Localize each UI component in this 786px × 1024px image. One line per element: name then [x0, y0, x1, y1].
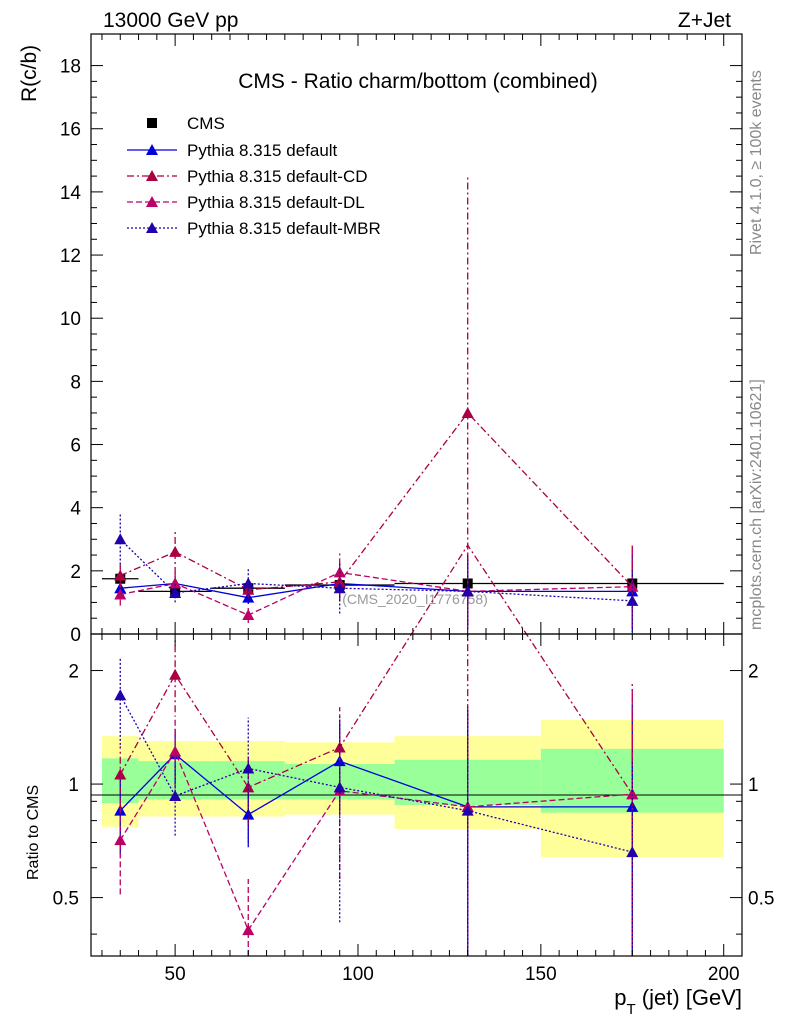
legend-item-1: Pythia 8.315 default-CD — [127, 167, 368, 186]
ratio-x-ticks: 50 100 150 200 — [101, 634, 740, 985]
main-point — [169, 586, 182, 598]
main-panel: 0 2 4 6 8 10 12 14 16 18 (CMS_2020_I1776758) CMS … — [18, 33, 743, 646]
main-y-tick-label: 10 — [60, 309, 81, 330]
main-y-tick-label: 16 — [60, 120, 81, 141]
main-y-ticks: 0 2 4 6 8 10 12 14 16 18 — [60, 57, 742, 646]
x-tick-label: 50 — [165, 964, 186, 985]
main-series-line — [120, 571, 633, 616]
ratio-point — [169, 745, 182, 757]
main-y-tick-label: 14 — [60, 183, 82, 204]
x-axis-label-sub: T — [626, 1001, 635, 1018]
main-point — [114, 569, 127, 581]
main-series-3 — [114, 514, 639, 633]
legend-marker — [146, 170, 158, 181]
energy-label: 13000 GeV pp — [103, 9, 238, 32]
ratio-point — [242, 762, 255, 774]
ratio-series-3 — [114, 657, 639, 956]
ratio-y-tick-label-right: 1 — [748, 775, 759, 796]
main-y-tick-label: 0 — [70, 625, 81, 646]
ratio-panel: 0.5 0.5 1 1 2 2 50 100 150 200 Ratio to CMS — [25, 543, 774, 985]
ratio-point — [626, 846, 639, 858]
legend-label-cms: CMS — [187, 114, 225, 133]
ratio-point — [242, 781, 255, 793]
ratio-point — [169, 789, 182, 801]
x-axis-label: pT (jet) [GeV] — [614, 985, 742, 1018]
x-tick-label: 100 — [342, 964, 374, 985]
main-y-tick-label: 6 — [70, 436, 81, 457]
main-y-tick-label: 18 — [60, 57, 81, 78]
ratio-point — [114, 689, 127, 701]
legend-marker — [146, 144, 158, 155]
ratio-y-axis-label: Ratio to CMS — [25, 785, 42, 880]
legend-marker — [146, 196, 158, 207]
ratio-y-tick-label: 0.5 — [53, 889, 79, 910]
legend-item-3: Pythia 8.315 default-MBR — [127, 219, 381, 238]
x-tick-label: 150 — [525, 964, 557, 985]
ratio-y-tick-label: 2 — [68, 662, 79, 683]
main-point — [169, 545, 182, 557]
ratio-point — [114, 834, 127, 846]
ratio-series-line — [119, 753, 633, 816]
main-point — [461, 585, 474, 597]
ratio-point — [333, 741, 346, 753]
legend-label: Pythia 8.315 default — [187, 141, 338, 160]
ratio-point — [333, 781, 346, 793]
ratio-point — [242, 924, 255, 936]
ratio-panel-frame — [90, 633, 743, 957]
main-point — [169, 577, 182, 589]
process-label: Z+Jet — [678, 9, 731, 32]
legend-item-cms: CMS — [147, 114, 225, 133]
ratio-point — [461, 804, 474, 816]
main-point — [114, 582, 127, 594]
legend-label: Pythia 8.315 default-DL — [187, 193, 365, 212]
ratio-y-ticks: 0.5 0.5 1 1 2 2 — [53, 662, 774, 935]
legend-marker-cms — [147, 118, 157, 128]
ratio-y-tick-label-right: 2 — [748, 662, 759, 683]
main-y-tick-label: 8 — [70, 372, 81, 393]
main-watermark: (CMS_2020_I1776758) — [342, 591, 488, 607]
main-title: CMS - Ratio charm/bottom (combined) — [238, 70, 597, 93]
main-series-1 — [114, 176, 639, 628]
ratio-y-tick-label: 1 — [68, 775, 79, 796]
main-point — [114, 533, 127, 545]
main-point — [626, 594, 639, 606]
main-series-line — [119, 538, 633, 602]
legend-item-0: Pythia 8.315 default — [127, 141, 338, 160]
legend-item-2: Pythia 8.315 default-DL — [127, 193, 365, 212]
legend-label: Pythia 8.315 default-MBR — [187, 219, 381, 238]
legend-marker — [146, 222, 158, 233]
main-point — [626, 580, 639, 592]
main-y-tick-label: 12 — [60, 246, 81, 267]
legend-label: Pythia 8.315 default-CD — [187, 167, 368, 186]
main-point — [242, 577, 255, 589]
main-series-group — [101, 176, 724, 633]
ratio-y-tick-label-right: 0.5 — [748, 889, 774, 910]
rivet-label: Rivet 4.1.0, ≥ 100k events — [748, 70, 765, 255]
ratio-point — [114, 768, 127, 780]
main-series-line — [120, 411, 633, 591]
ratio-point — [169, 668, 182, 680]
ratio-series-group — [114, 543, 639, 956]
ratio-series-line — [119, 694, 633, 853]
main-point — [333, 582, 346, 594]
x-axis-label-p: p — [614, 985, 626, 1010]
main-point — [461, 406, 474, 418]
main-y-tick-label: 4 — [70, 499, 81, 520]
main-y-tick-label: 2 — [70, 562, 81, 583]
x-tick-label: 200 — [708, 964, 740, 985]
x-axis-label-rest: (jet) [GeV] — [636, 985, 742, 1010]
ratio-series-line — [119, 750, 633, 932]
main-point — [242, 609, 255, 621]
main-point — [114, 588, 127, 600]
ratio-point — [626, 788, 639, 800]
main-y-axis-label: R(c/b) — [18, 45, 41, 102]
mcplots-label: mcplots.cern.ch [arXiv:2401.10621] — [748, 379, 765, 630]
legend: CMS Pythia 8.315 default Pythia 8.315 defa… — [127, 114, 381, 238]
ratio-series-line — [119, 543, 633, 795]
